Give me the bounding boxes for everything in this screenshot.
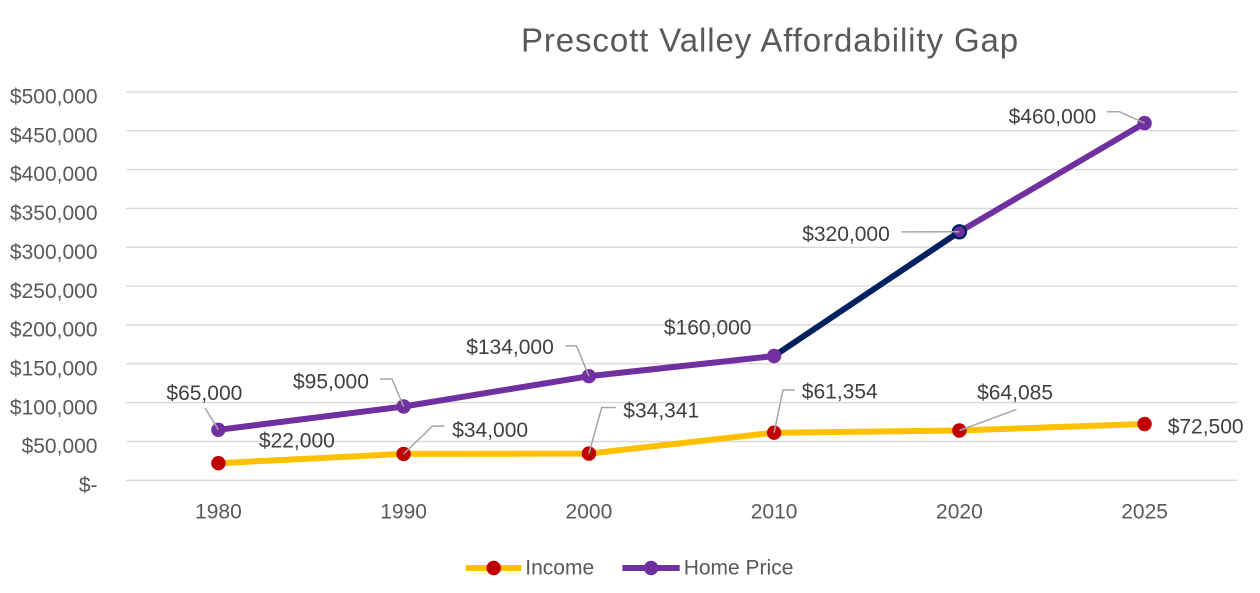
svg-text:$134,000: $134,000 — [466, 336, 554, 359]
svg-text:$64,085: $64,085 — [977, 382, 1053, 405]
svg-text:$50,000: $50,000 — [22, 435, 98, 458]
svg-text:$450,000: $450,000 — [10, 124, 98, 147]
svg-text:Home Price: Home Price — [684, 557, 794, 580]
svg-text:$95,000: $95,000 — [293, 370, 369, 393]
svg-text:2025: 2025 — [1121, 501, 1168, 524]
svg-text:$350,000: $350,000 — [10, 202, 98, 225]
svg-text:$400,000: $400,000 — [10, 163, 98, 186]
svg-text:$300,000: $300,000 — [10, 241, 98, 264]
svg-text:$250,000: $250,000 — [10, 280, 98, 303]
svg-text:$160,000: $160,000 — [664, 317, 752, 340]
svg-text:$22,000: $22,000 — [259, 429, 335, 452]
svg-text:$34,341: $34,341 — [623, 400, 699, 423]
svg-text:$320,000: $320,000 — [802, 223, 890, 246]
svg-text:$200,000: $200,000 — [10, 319, 98, 342]
svg-text:$72,500: $72,500 — [1168, 416, 1244, 439]
svg-text:$100,000: $100,000 — [10, 396, 98, 419]
svg-text:2010: 2010 — [751, 501, 798, 524]
svg-text:$460,000: $460,000 — [1009, 106, 1097, 129]
svg-text:Prescott Valley Affordability: Prescott Valley Affordability Gap — [521, 22, 1019, 59]
svg-text:$34,000: $34,000 — [452, 419, 528, 442]
svg-text:$65,000: $65,000 — [166, 382, 242, 405]
svg-text:$61,354: $61,354 — [802, 381, 878, 404]
svg-text:Income: Income — [525, 557, 594, 580]
svg-text:$-: $- — [79, 474, 98, 497]
svg-text:$500,000: $500,000 — [10, 86, 98, 109]
svg-text:$150,000: $150,000 — [10, 358, 98, 381]
svg-text:2000: 2000 — [566, 501, 613, 524]
svg-text:1980: 1980 — [195, 501, 242, 524]
svg-text:2020: 2020 — [936, 501, 983, 524]
svg-text:1990: 1990 — [380, 501, 427, 524]
